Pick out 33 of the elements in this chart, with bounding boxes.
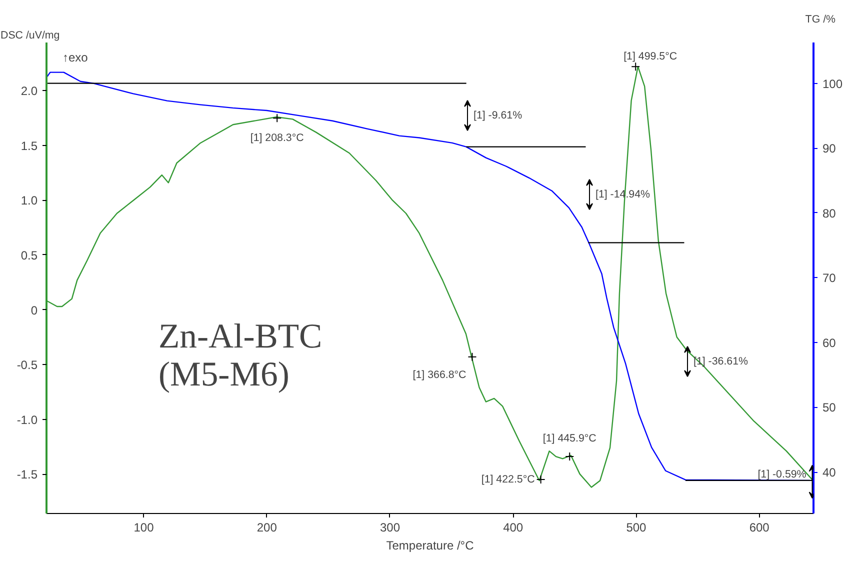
y2-axis-title: TG /%	[805, 14, 836, 26]
x-tick-label: 300	[380, 520, 400, 534]
x-tick-label: 100	[134, 520, 154, 534]
y2-tick-label: 60	[822, 336, 836, 350]
y-tick-label: 0.5	[20, 248, 38, 262]
y-tick-label: -1.5	[16, 468, 38, 482]
y-tick-label: -1.0	[16, 412, 38, 427]
x-tick-label: 500	[626, 520, 647, 534]
y-tick-label: 2.0	[20, 84, 38, 98]
annotation: ↑exo	[62, 50, 88, 64]
x-tick-label: 400	[503, 520, 524, 534]
y2-tick-label: 70	[822, 271, 836, 286]
y2-tick-label: 80	[822, 206, 836, 220]
y2-tick-label: 100	[822, 76, 843, 91]
x-tick-label: 600	[749, 520, 770, 534]
annotation: [1] 208.3°C	[250, 132, 304, 144]
y-axis-title: DSC /uV/mg	[0, 30, 60, 42]
y2-tick-label: 90	[822, 142, 836, 156]
y-tick-label: 1.0	[20, 194, 38, 208]
y-tick-label: 0	[30, 303, 38, 318]
x-tick-label: 200	[256, 520, 278, 534]
annotation: Zn-Al-BTC (M5-M6)	[158, 318, 322, 394]
x-axis-title: Temperature /°C	[386, 538, 474, 552]
annotation: [1] -9.61%	[474, 110, 523, 122]
y2-tick-label: 50	[822, 400, 836, 415]
y2-tick-label: 40	[822, 466, 836, 480]
annotation: [1] -0.59%	[758, 468, 807, 481]
annotation: [1] 422.5°C	[481, 474, 536, 486]
annotation: [1] 445.9°C	[542, 432, 597, 445]
y-tick-label: 1.5	[20, 138, 38, 153]
annotation: [1] 366.8°C	[412, 368, 467, 381]
y-tick-label: -0.5	[16, 358, 38, 372]
annotation: [1] 499.5°C	[624, 50, 678, 63]
